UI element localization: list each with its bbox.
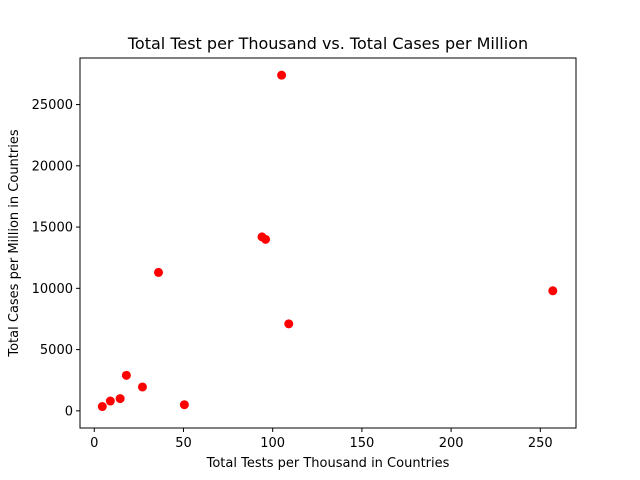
x-axis-label: Total Tests per Thousand in Countries <box>206 456 450 471</box>
x-tick-label: 200 <box>439 436 464 451</box>
data-point <box>277 70 287 80</box>
y-tick-label: 15000 <box>32 221 73 236</box>
y-tick-label: 25000 <box>32 98 73 113</box>
data-point <box>154 267 164 277</box>
data-point <box>121 370 131 380</box>
x-axis-ticks: 0 50 100 150 200 250 <box>90 428 553 451</box>
chart-title: Total Test per Thousand vs. Total Cases … <box>127 34 528 53</box>
plot-frame <box>79 57 577 429</box>
y-axis-ticks: 0 5000 10000 15000 20000 25000 <box>32 98 80 419</box>
y-tick-label: 20000 <box>32 159 73 174</box>
x-tick-label: 0 <box>90 436 98 451</box>
x-tick-label: 100 <box>260 436 285 451</box>
data-point <box>179 400 189 410</box>
data-point <box>105 396 115 406</box>
data-point <box>548 286 558 296</box>
y-tick-label: 5000 <box>40 343 73 358</box>
y-axis-label: Total Cases per Million in Countries <box>7 129 22 357</box>
x-tick-label: 50 <box>175 436 192 451</box>
plot-area <box>80 58 576 428</box>
data-point <box>261 234 271 244</box>
data-point <box>97 402 107 412</box>
data-points <box>97 70 558 412</box>
x-tick-label: 150 <box>349 436 374 451</box>
y-tick-label: 10000 <box>32 282 73 297</box>
x-tick-label: 250 <box>528 436 553 451</box>
y-tick-label: 0 <box>65 404 73 419</box>
data-point <box>137 382 147 392</box>
data-point <box>284 319 294 329</box>
data-point <box>115 394 125 404</box>
